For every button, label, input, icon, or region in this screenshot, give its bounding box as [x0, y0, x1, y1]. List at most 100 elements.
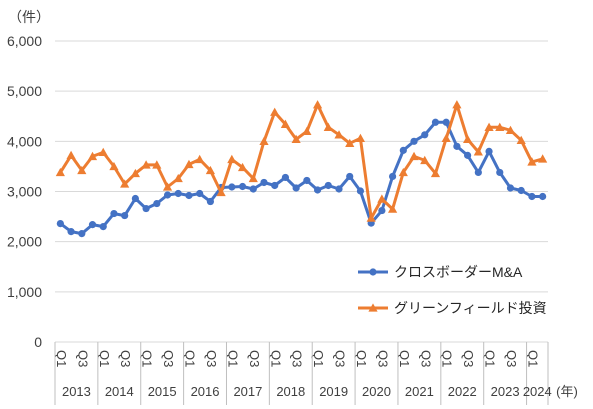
data-point: [410, 137, 418, 145]
data-point: [205, 165, 216, 175]
data-point: [409, 151, 419, 161]
data-point: [260, 178, 268, 187]
x-tick-label: Q1: [483, 350, 498, 367]
data-point: [238, 182, 247, 191]
data-point: [538, 154, 548, 163]
data-point: [442, 118, 450, 126]
year-label: 2015: [148, 384, 177, 399]
data-point: [356, 187, 365, 195]
data-point: [109, 161, 119, 171]
x-axis: Q1 Q3 Q1 Q3 Q1 Q3 Q1 Q3 Q1 Q3 Q1 Q3 Q1 Q3 Q1 Q3 Q1 Q3 Q1 Q3…: [54, 342, 578, 405]
data-point: [378, 206, 386, 215]
x-tick-label: Q3: [504, 350, 519, 367]
data-point: [87, 151, 98, 161]
year-label: 2018: [276, 384, 305, 399]
data-point: [77, 165, 87, 175]
x-tick-label: Q1: [225, 350, 240, 367]
data-point: [474, 168, 482, 177]
data-point: [196, 189, 204, 198]
data-point: [421, 131, 429, 139]
data-point: [153, 199, 161, 208]
gridlines: [55, 40, 548, 343]
data-point: [398, 167, 408, 177]
data-point: [430, 168, 441, 178]
data-point: [98, 147, 108, 157]
data-point: [271, 181, 279, 190]
data-point: [355, 133, 366, 143]
data-point: [291, 134, 301, 144]
y-axis-tick-labels: 0 1,000 2,000 3,000 4,000 5,000 6,000: [7, 33, 42, 350]
data-point: [505, 125, 516, 134]
year-label: 2013: [62, 384, 91, 399]
data-point: [312, 100, 323, 109]
year-label: 2014: [105, 384, 134, 399]
data-point: [67, 228, 75, 236]
data-point: [130, 168, 140, 178]
x-tick-label: Q3: [375, 350, 390, 367]
data-point: [216, 187, 226, 197]
data-point: [420, 155, 430, 165]
data-point: [528, 192, 536, 201]
x-tick-label: Q1: [97, 350, 112, 367]
data-point: [173, 173, 183, 183]
data-point: [88, 221, 97, 229]
data-point: [99, 223, 107, 231]
year-label: 2017: [233, 384, 262, 399]
data-point: [131, 194, 139, 203]
series-1: [56, 118, 547, 238]
x-tick-label: Q3: [461, 350, 476, 367]
data-point: [281, 173, 290, 182]
y-tick-label: 0: [34, 334, 42, 350]
data-point: [377, 194, 387, 203]
data-point: [195, 154, 205, 164]
data-point: [259, 136, 269, 146]
legend-item: クロスボーダーM&A: [358, 264, 523, 280]
x-unit-label: (年): [556, 384, 578, 399]
data-point: [527, 157, 537, 166]
data-point: [334, 130, 344, 139]
data-point: [452, 100, 462, 109]
x-tick-label: Q1: [54, 350, 69, 367]
data-point: [464, 151, 472, 159]
series-2: [55, 100, 548, 222]
data-point: [463, 134, 473, 144]
data-point: [496, 168, 504, 177]
x-tick-label: Q1: [525, 350, 540, 367]
year-label: 2024: [523, 384, 552, 399]
data-point: [506, 184, 515, 192]
data-point: [56, 220, 64, 228]
data-point: [55, 167, 65, 177]
series-line: [59, 120, 543, 236]
legend-marker: [369, 268, 377, 276]
data-point: [249, 185, 257, 193]
x-tick-label: Q3: [118, 350, 133, 367]
legend-label: クロスボーダーM&A: [394, 264, 523, 280]
y-tick-label: 3,000: [7, 184, 42, 200]
data-point: [66, 150, 76, 160]
x-tick-label: Q3: [333, 350, 348, 367]
data-point: [174, 189, 182, 198]
data-point: [206, 197, 215, 206]
year-label: 2020: [362, 384, 391, 399]
data-point: [163, 191, 172, 199]
data-point: [346, 172, 354, 181]
data-point: [484, 122, 494, 131]
data-point: [162, 182, 173, 191]
x-tick-label: Q1: [354, 350, 369, 367]
series-line: [59, 103, 544, 220]
y-tick-label: 2,000: [7, 234, 42, 250]
data-point: [516, 135, 526, 145]
x-tick-label: Q3: [75, 350, 90, 367]
data-point: [399, 146, 407, 154]
legend-item: グリーンフィールド投資: [358, 300, 547, 316]
data-point: [539, 192, 547, 201]
x-tick-label: Q1: [140, 350, 155, 367]
x-tick-label: Q3: [161, 350, 176, 367]
data-point: [141, 160, 151, 169]
data-point: [324, 181, 332, 190]
x-tick-label: Q1: [397, 350, 412, 367]
data-point: [453, 142, 461, 150]
data-point: [495, 122, 505, 131]
data-point: [270, 107, 280, 116]
x-tick-label: Q3: [247, 350, 262, 367]
